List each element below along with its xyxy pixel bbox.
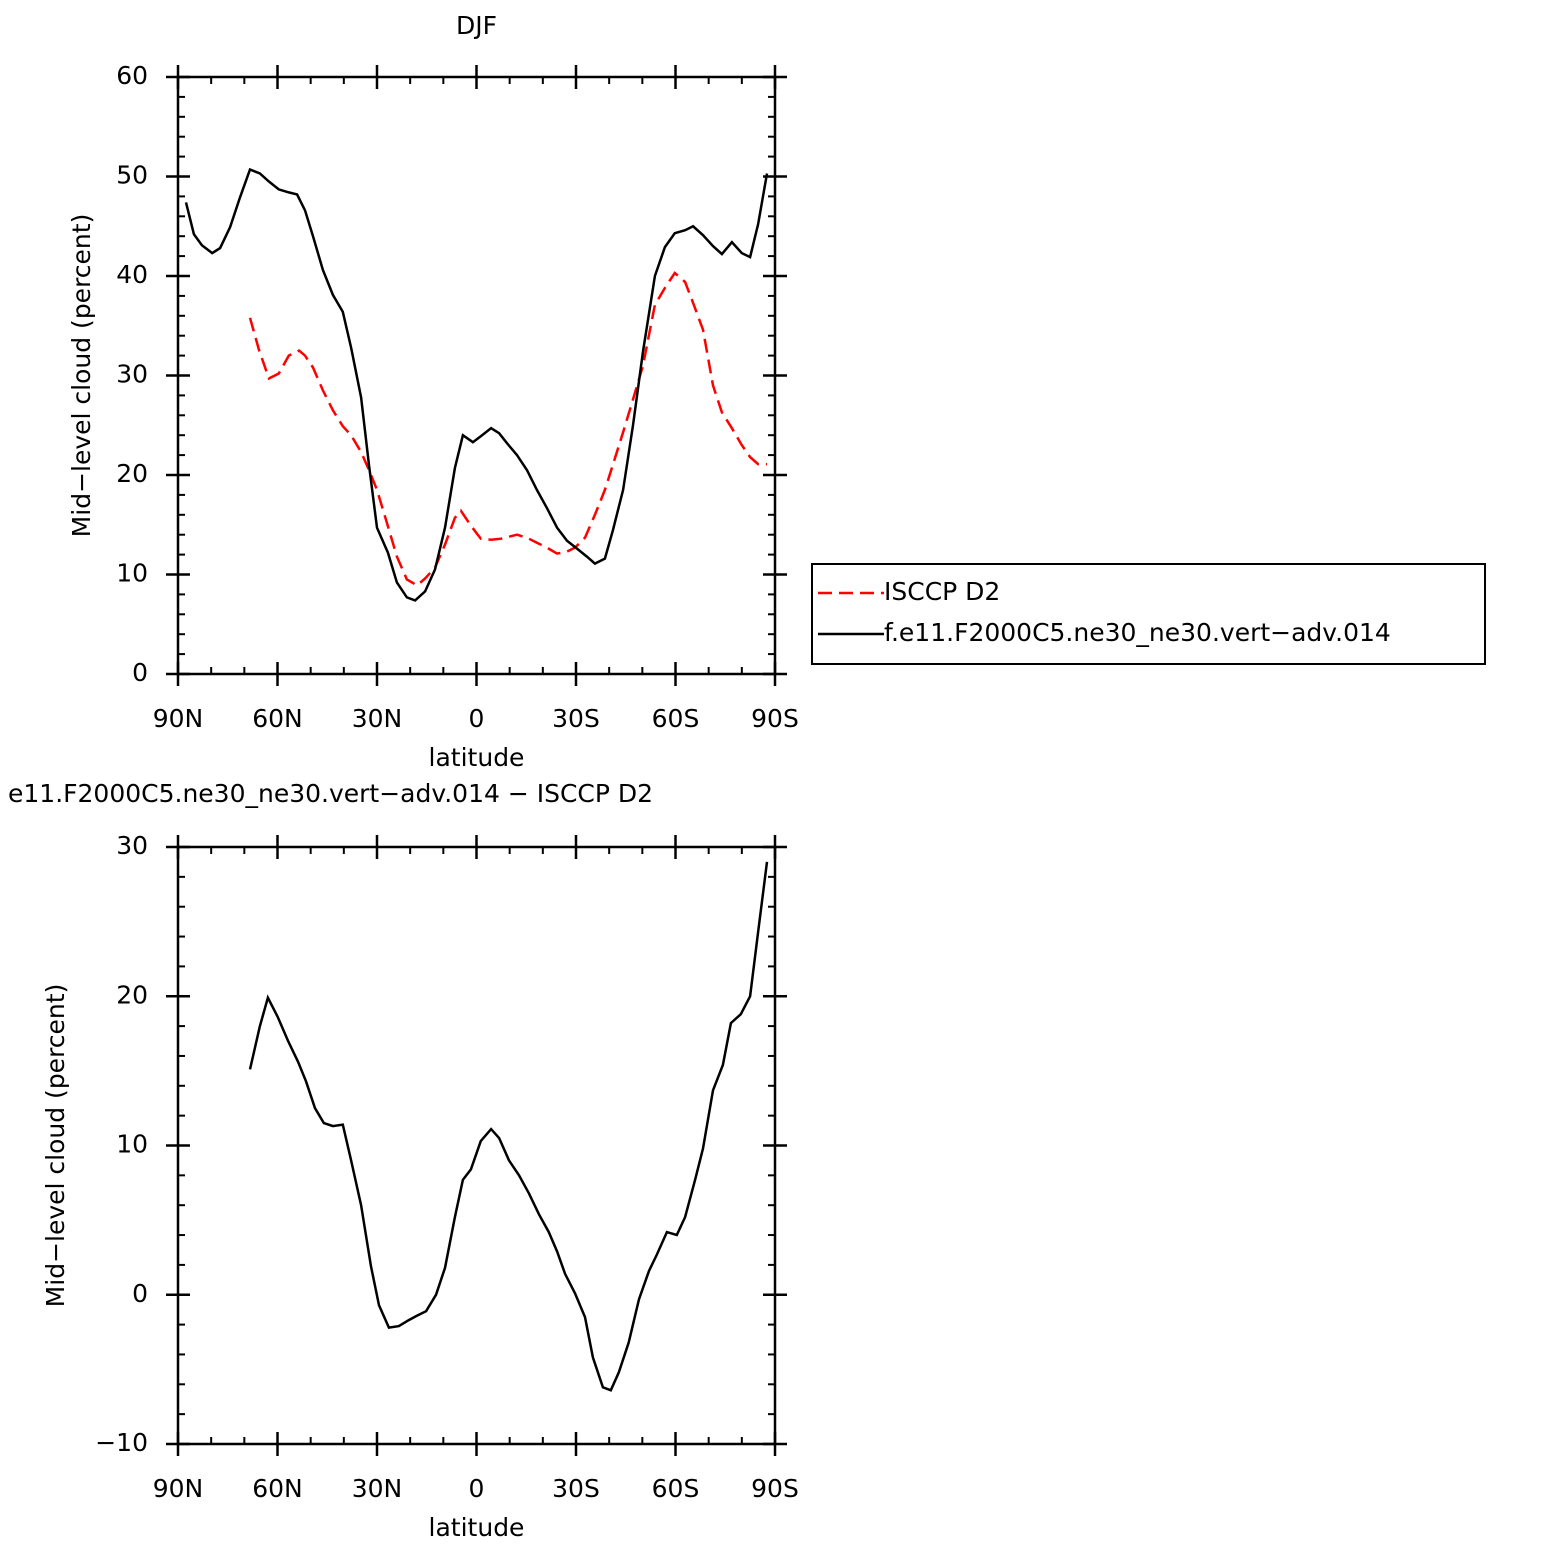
y-tick-label: 30	[116, 831, 148, 860]
legend-box	[811, 563, 1486, 665]
data-line	[184, 167, 769, 602]
x-tick-label: 30S	[552, 1474, 600, 1503]
x-tick-label: 90S	[751, 1474, 799, 1503]
y-tick-label: −10	[95, 1428, 148, 1457]
x-tick-label: 30N	[352, 704, 403, 733]
x-tick-label: 0	[469, 1474, 485, 1503]
y-tick-label: 50	[116, 161, 148, 190]
x-axis-label: latitude	[429, 743, 525, 772]
x-tick-label: 30S	[552, 704, 600, 733]
y-tick-label: 20	[116, 459, 148, 488]
y-axis-label: Mid−level cloud (percent)	[67, 214, 96, 538]
y-tick-label: 10	[116, 559, 148, 588]
x-tick-label: 0	[469, 704, 485, 733]
x-tick-label: 60S	[652, 704, 700, 733]
x-tick-label: 60N	[252, 704, 303, 733]
panel: DJF latitude Mid−level cloud (percent) 0 10 2…	[67, 11, 1486, 772]
y-tick-label: 10	[116, 1130, 148, 1159]
y-axis-label: Mid−level cloud (percent)	[41, 984, 70, 1308]
x-tick-label: 60N	[252, 1474, 303, 1503]
plot-frame	[176, 75, 777, 676]
y-tick-label: 0	[132, 1279, 148, 1308]
legend-label: ISCCP D2	[884, 577, 1000, 606]
y-tick-label: 0	[132, 658, 148, 687]
chart-title: DJF	[456, 11, 497, 40]
x-tick-label: 90S	[751, 704, 799, 733]
x-tick-label: 60S	[652, 1474, 700, 1503]
y-tick-label: 20	[116, 980, 148, 1009]
legend-label: f.e11.F2000C5.ne30_ne30.vert−adv.014	[884, 618, 1391, 647]
x-tick-label: 30N	[352, 1474, 403, 1503]
y-tick-label: 60	[116, 61, 148, 90]
x-axis-label: latitude	[429, 1513, 525, 1542]
chart-title: e11.F2000C5.ne30_ne30.vert−adv.014 − ISC…	[8, 779, 653, 808]
data-line	[248, 861, 769, 1392]
y-tick-label: 30	[116, 360, 148, 389]
x-tick-label: 90N	[153, 704, 204, 733]
panel: e11.F2000C5.ne30_ne30.vert−adv.014 − ISC…	[8, 779, 799, 1542]
data-line	[248, 271, 767, 587]
x-tick-label: 90N	[153, 1474, 204, 1503]
plot-frame	[176, 845, 777, 1446]
y-tick-label: 40	[116, 260, 148, 289]
